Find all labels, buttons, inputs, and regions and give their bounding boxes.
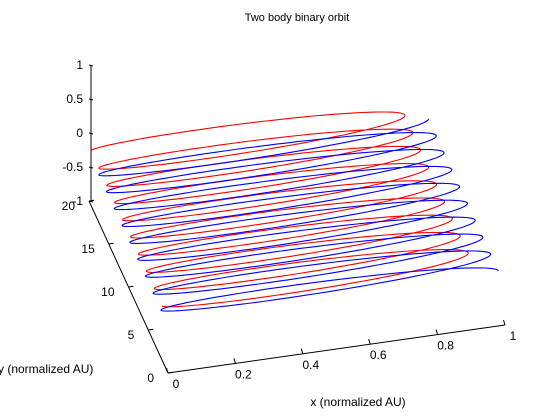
z-tick-label: 0.5 [66, 92, 83, 106]
x-tick-label: 0.4 [302, 358, 319, 372]
y-tick-mark [128, 285, 134, 288]
y-tick-label: 10 [101, 285, 115, 299]
x-tick-mark [233, 358, 236, 364]
x-tick-mark [368, 339, 371, 345]
y-ticks: 0 5 10 15 20 [62, 199, 174, 385]
y-tick-label: 20 [62, 199, 76, 213]
y-tick-mark [148, 328, 154, 331]
series-layer [90, 111, 499, 312]
x-tick-label: 0.2 [235, 367, 252, 381]
y-tick-label: 15 [81, 242, 95, 256]
x-axis-line [167, 324, 506, 374]
axes [88, 65, 506, 374]
series-0-line [90, 111, 469, 308]
z-tick-mark [88, 200, 94, 203]
x-tick-mark [300, 348, 304, 354]
z-tick-label: 1 [76, 58, 83, 72]
y-tick-label: 0 [147, 371, 154, 385]
x-tick-mark [166, 367, 169, 374]
y-tick-label: 5 [128, 328, 135, 342]
x-tick-mark [503, 319, 506, 326]
x-ticks: 0 0.2 0.4 0.6 0.8 1 [166, 319, 517, 391]
x-tick-label: 1 [510, 329, 517, 343]
z-tick-mark [88, 64, 94, 67]
z-tick-label: 0 [76, 126, 83, 140]
z-tick-label: -0.5 [62, 160, 83, 174]
y-tick-mark [108, 242, 114, 245]
z-tick-label: -1 [72, 194, 83, 208]
z-tick-mark [88, 98, 94, 101]
z-ticks: -1 -0.5 0 0.5 1 [62, 58, 94, 208]
y-tick-mark [167, 371, 174, 374]
z-tick-mark [88, 132, 94, 135]
x-tick-label: 0.6 [370, 348, 387, 362]
x-axis-label: x (normalized AU) [310, 395, 405, 409]
series-1-line [98, 118, 499, 312]
y-axis-label: y (normalized AU) [0, 362, 93, 376]
z-tick-mark [88, 166, 94, 169]
x-tick-label: 0.8 [437, 339, 454, 353]
x-tick-label: 0 [173, 377, 180, 391]
x-tick-mark [435, 329, 439, 335]
chart-title: Two body binary orbit [245, 12, 350, 24]
